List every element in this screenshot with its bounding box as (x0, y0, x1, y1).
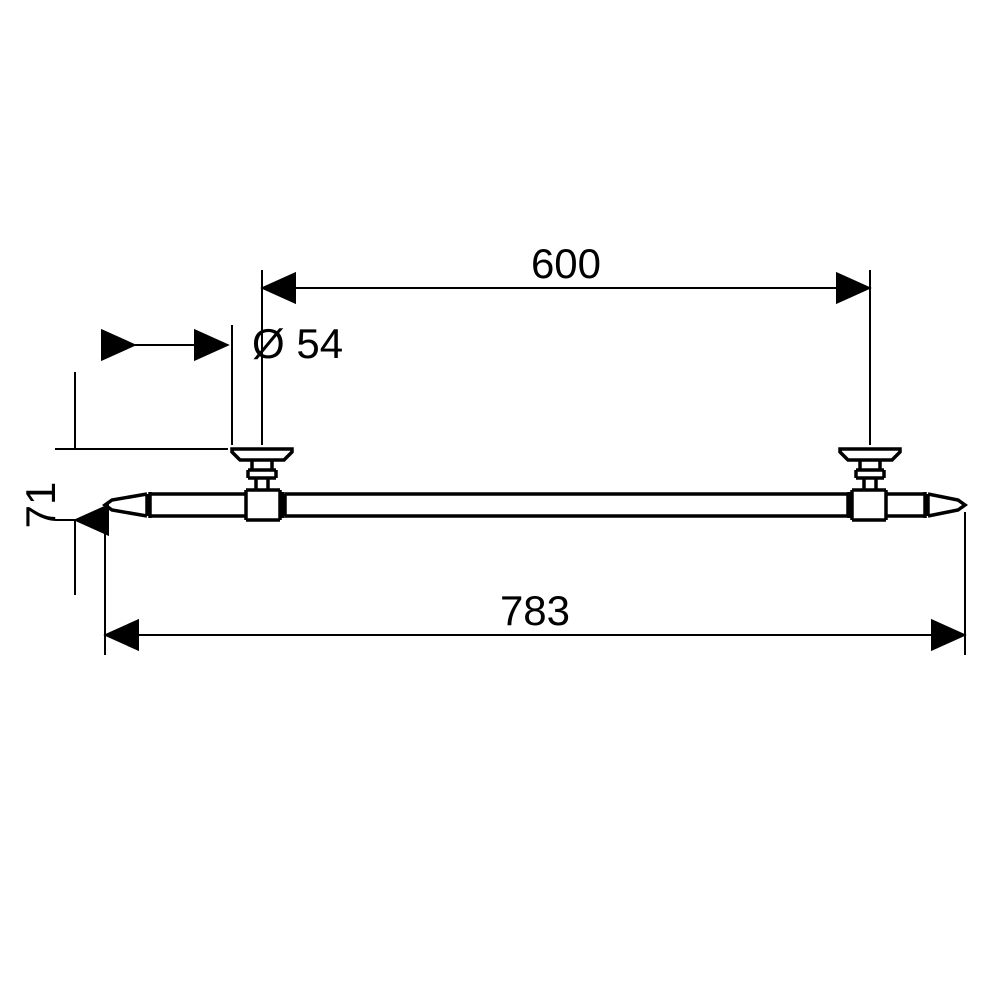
dim-600 (262, 270, 870, 445)
dim-600-label: 600 (531, 240, 601, 287)
towel-bar-body (105, 449, 965, 520)
left-mount (105, 449, 292, 520)
dim-71 (55, 372, 228, 595)
dim-783-label: 783 (500, 587, 570, 634)
dim-54 (135, 325, 232, 445)
dim-54-label: Ø 54 (252, 320, 343, 367)
dim-71-label: 71 (17, 482, 64, 529)
technical-drawing: 71 Ø 54 600 783 (0, 0, 1000, 1000)
right-mount (840, 449, 965, 520)
